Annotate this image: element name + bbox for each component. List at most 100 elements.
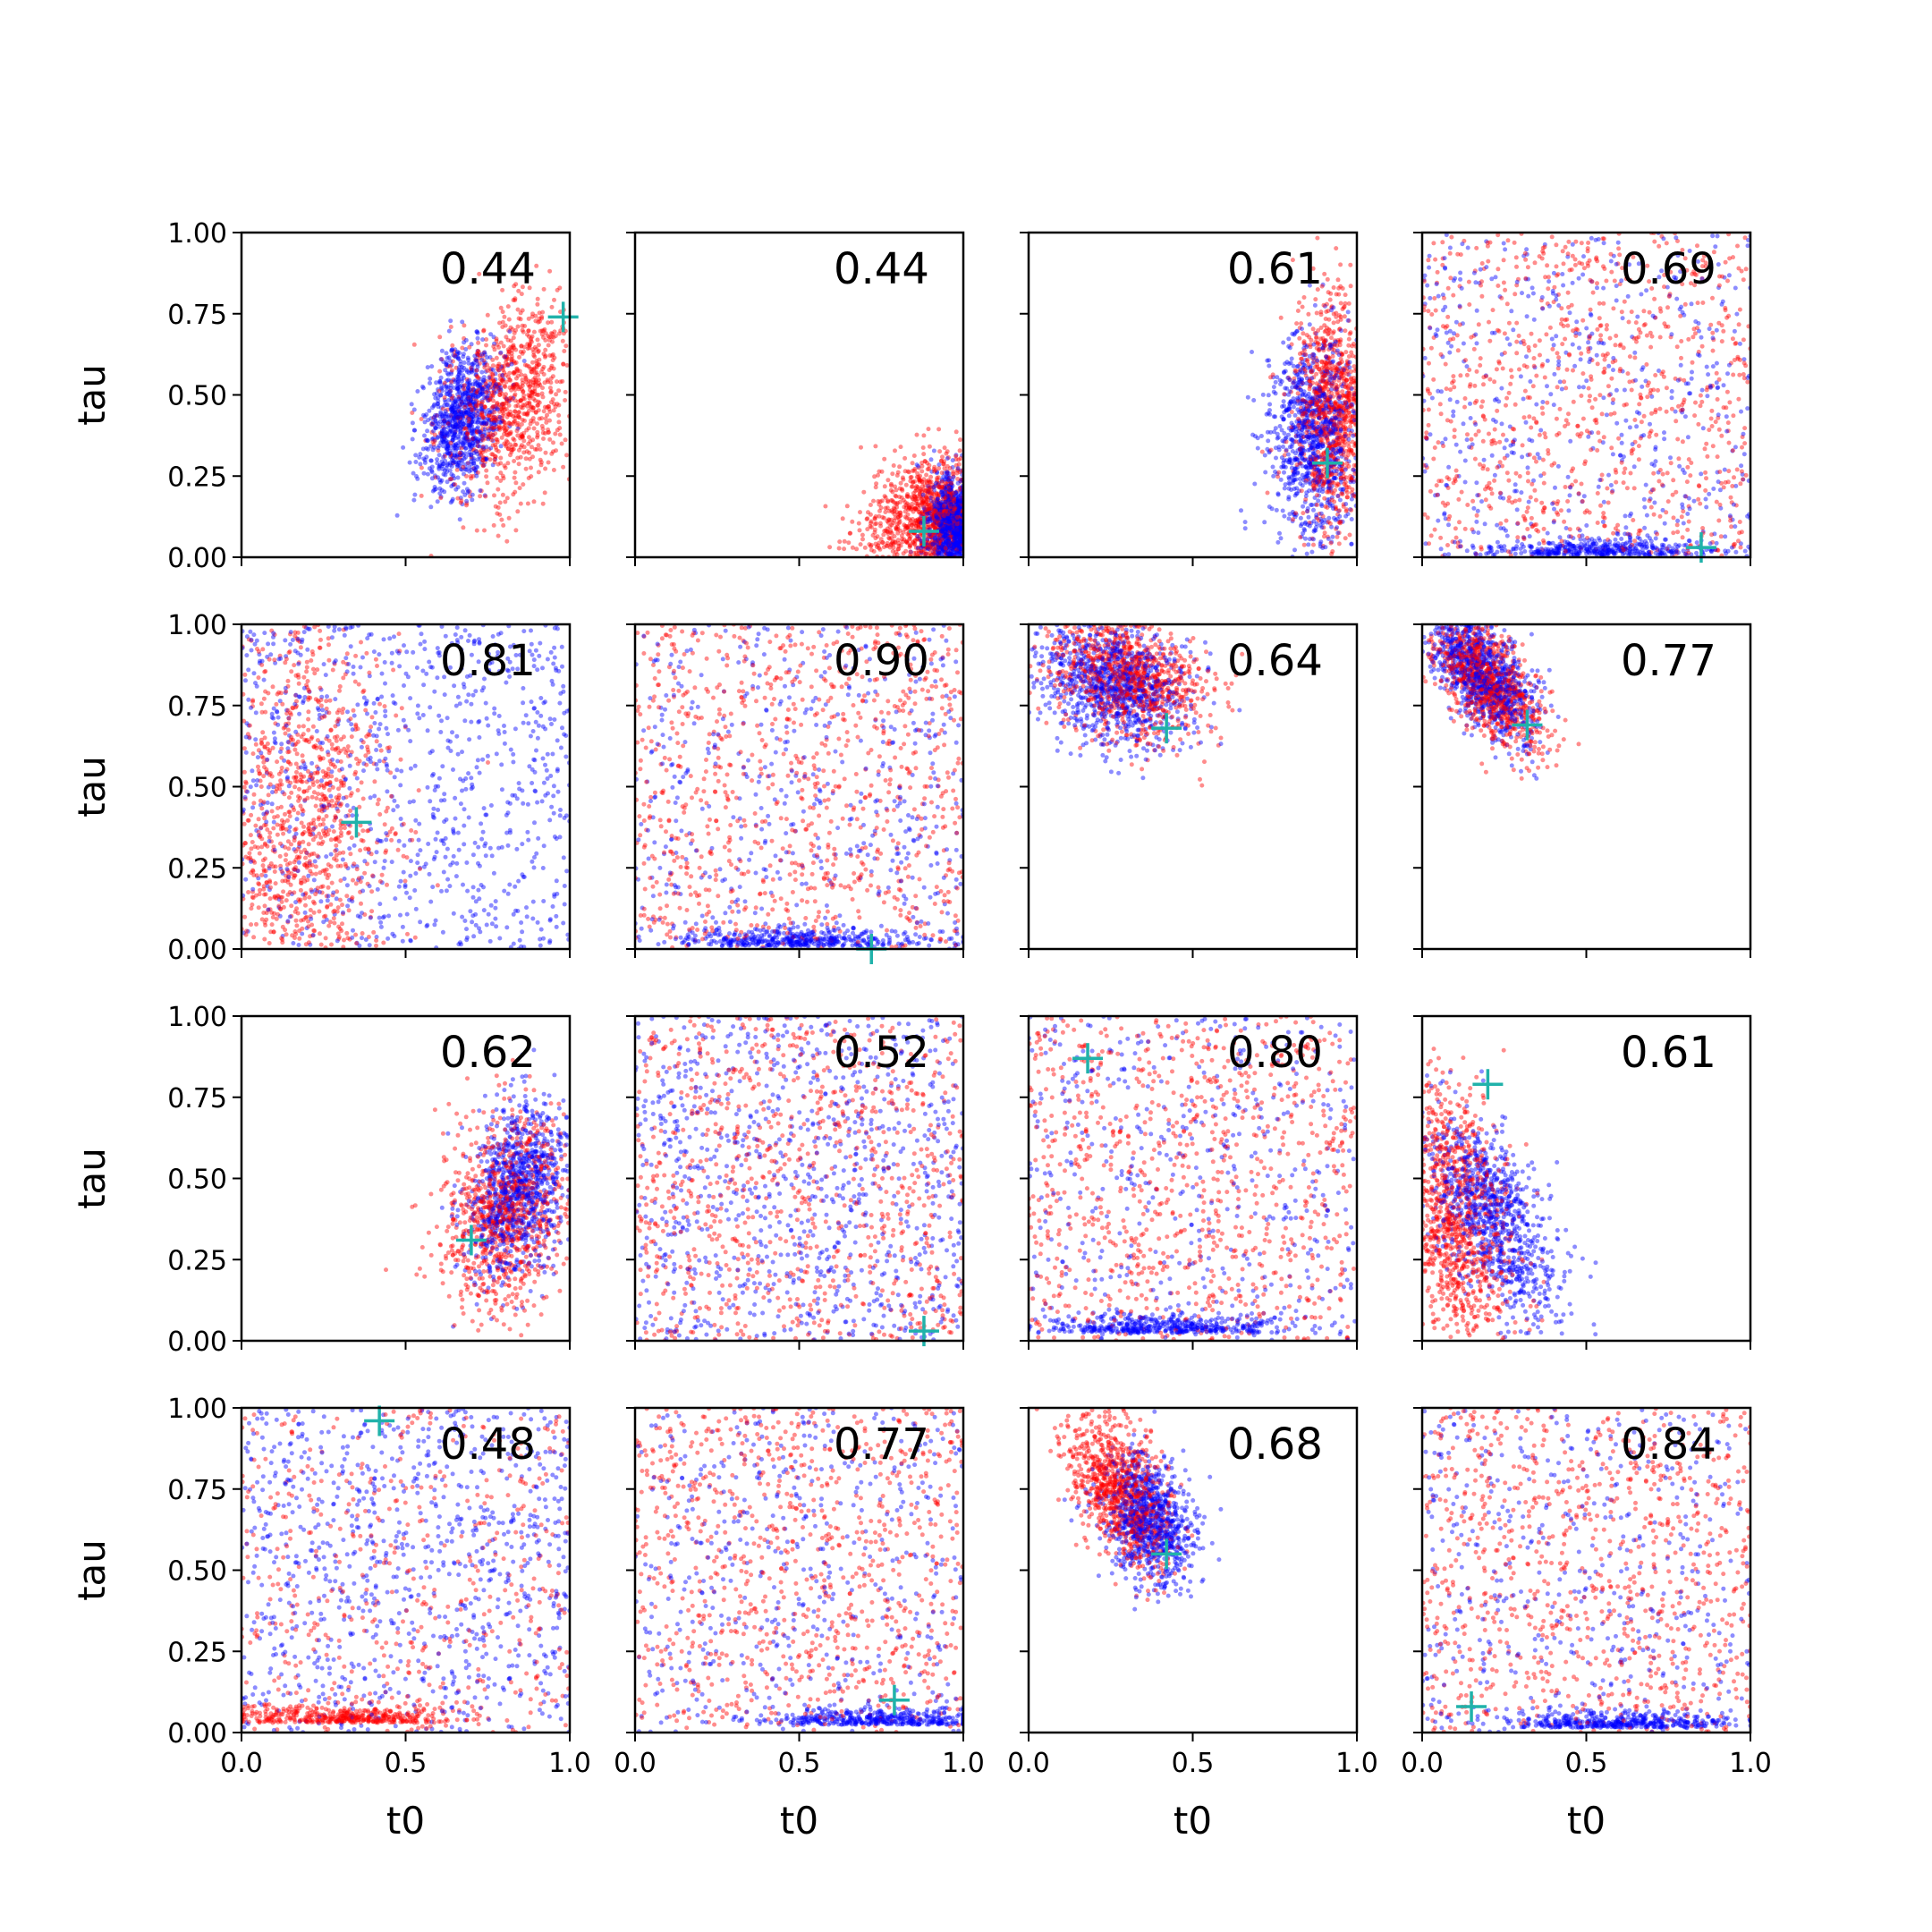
blue-point [448, 378, 453, 384]
red-point [922, 507, 928, 513]
blue-point [470, 497, 475, 503]
blue-point [943, 489, 947, 495]
blue-point [451, 445, 456, 451]
blue-point [460, 378, 464, 384]
red-point [1339, 395, 1344, 401]
red-point [1341, 408, 1346, 412]
red-point [917, 550, 921, 555]
red-point [515, 433, 521, 438]
blue-point [1271, 473, 1276, 479]
blue-point [454, 462, 460, 467]
red-point [894, 502, 900, 507]
red-point [502, 441, 507, 446]
red-point [1327, 397, 1332, 402]
blue-point [1335, 450, 1341, 455]
blue-point [937, 539, 943, 545]
red-point [1340, 307, 1345, 311]
blue-point [954, 540, 960, 546]
red-point [465, 436, 470, 442]
blue-point [957, 514, 962, 520]
red-point [1311, 375, 1317, 380]
blue-point [462, 402, 467, 407]
blue-point [470, 423, 475, 428]
red-point [520, 433, 525, 438]
blue-point [475, 425, 480, 430]
blue-point [439, 388, 445, 394]
blue-point [1279, 379, 1284, 384]
red-point [1326, 499, 1332, 504]
red-point [516, 316, 521, 321]
red-point [872, 530, 877, 535]
red-point [1293, 385, 1299, 390]
red-point [540, 430, 546, 436]
red-point [516, 462, 521, 467]
red-point [504, 439, 510, 445]
blue-point [1304, 473, 1309, 479]
red-point [827, 545, 833, 550]
red-point [958, 496, 963, 501]
blue-point [1309, 412, 1315, 418]
blue-point [937, 511, 943, 515]
blue-point [951, 532, 956, 538]
blue-point [478, 382, 483, 387]
red-point [1293, 433, 1299, 438]
red-point [1330, 429, 1335, 435]
blue-point [467, 413, 472, 419]
red-point [928, 487, 934, 492]
red-point [912, 542, 918, 547]
red-point [1348, 377, 1353, 382]
blue-point [471, 451, 477, 455]
blue-point [944, 522, 949, 528]
red-point [939, 515, 945, 521]
blue-point [444, 378, 449, 384]
red-point [492, 404, 496, 410]
red-point [940, 509, 945, 514]
red-point [528, 404, 533, 410]
red-point [919, 538, 924, 543]
blue-point [945, 478, 951, 483]
blue-point [1327, 480, 1333, 485]
red-point [497, 512, 503, 517]
blue-point [1279, 464, 1284, 470]
blue-point [1292, 332, 1297, 337]
red-point [895, 524, 901, 530]
blue-point [433, 425, 437, 430]
blue-point [455, 392, 461, 397]
red-point [1334, 366, 1339, 371]
red-point [922, 483, 928, 488]
blue-point [948, 505, 953, 511]
red-point [1295, 309, 1301, 313]
blue-point [498, 364, 504, 369]
blue-point [468, 410, 473, 415]
blue-point [942, 470, 947, 476]
blue-point [436, 453, 442, 458]
blue-point [467, 444, 472, 448]
red-point [543, 337, 548, 343]
red-point [488, 435, 494, 440]
blue-point [957, 547, 962, 552]
blue-point [928, 535, 934, 540]
blue-point [1333, 445, 1338, 450]
blue-point [935, 470, 939, 476]
blue-point [952, 504, 957, 509]
blue-point [469, 392, 474, 397]
red-point [533, 382, 538, 387]
blue-point [411, 428, 417, 433]
blue-point [933, 520, 938, 524]
blue-point [944, 531, 949, 537]
blue-point [439, 386, 445, 391]
red-point [915, 501, 920, 506]
blue-point [1331, 506, 1335, 511]
blue-point [421, 412, 426, 418]
red-point [1334, 368, 1339, 373]
red-point [902, 522, 907, 528]
blue-point [952, 529, 957, 534]
blue-point [952, 513, 956, 518]
blue-point [1309, 434, 1314, 439]
blue-point [444, 384, 449, 389]
red-point [1342, 368, 1347, 373]
blue-point [946, 509, 952, 514]
red-point [1301, 331, 1306, 336]
red-point [1319, 437, 1325, 442]
red-point [490, 403, 496, 409]
